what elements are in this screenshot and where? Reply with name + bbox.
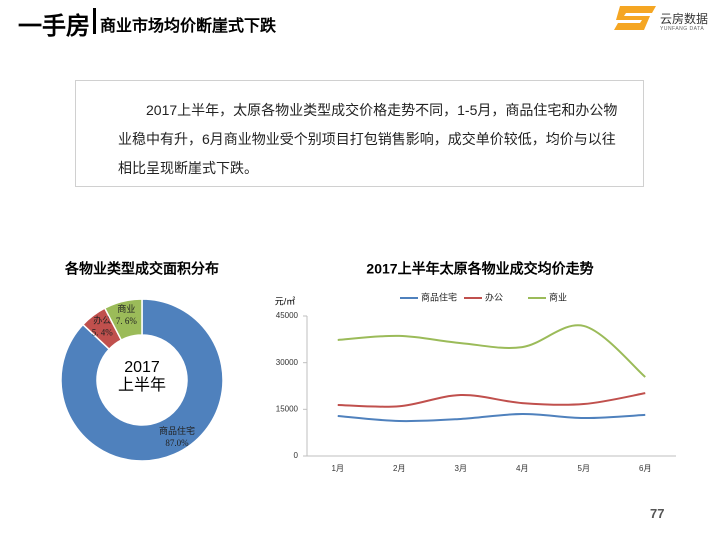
y-axis-label: 元/㎡ [275,296,296,306]
chart-title: 2017上半年太原各物业成交均价走势 [366,261,593,277]
y-tick-label: 0 [294,451,299,460]
donut-segment [103,298,143,342]
x-tick-label: 3月 [455,464,467,473]
x-tick-label: 4月 [516,464,528,473]
donut-segment [60,298,224,462]
page-title: 一手房 [18,13,90,40]
logo-icon [614,6,656,30]
x-tick-label: 6月 [639,464,651,473]
page-subtitle: 商业市场均价断崖式下跌 [100,18,277,35]
legend-label: 办公 [485,291,503,302]
x-tick-label: 2月 [393,464,405,473]
segment-label: 商业 [117,303,135,314]
line-series [337,392,646,408]
x-tick-label: 5月 [578,464,590,473]
chart-title: 各物业类型成交面积分布 [64,261,219,277]
line-series [337,324,646,378]
legend-label: 商品住宅 [421,291,457,302]
page-number: 77 [650,506,665,521]
text-box [75,80,644,187]
segment-value-label: 5. 4% [92,327,114,337]
segment-value-label: 7. 6% [116,316,138,326]
segment-label: 办公 [93,315,111,326]
logo-text: 云房数据 [660,12,709,26]
line-series [337,412,646,423]
title-separator [93,8,96,34]
segment-label: 商品住宅 [159,425,195,436]
segment-value-label: 87.0% [165,438,189,448]
y-tick-label: 15000 [276,404,299,413]
logo-subtext: YUNFANG DATA [660,26,705,32]
center-label: 2017 [124,359,160,376]
legend-label: 商业 [549,291,567,302]
y-tick-label: 30000 [276,358,299,367]
summary-text: 2017上半年，太原各物业类型成交价格走势不同，1-5月，商品住宅和办公物业稳中… [118,102,618,176]
center-label: 上半年 [118,376,166,394]
y-tick-label: 45000 [276,311,299,320]
x-tick-label: 1月 [332,464,344,473]
